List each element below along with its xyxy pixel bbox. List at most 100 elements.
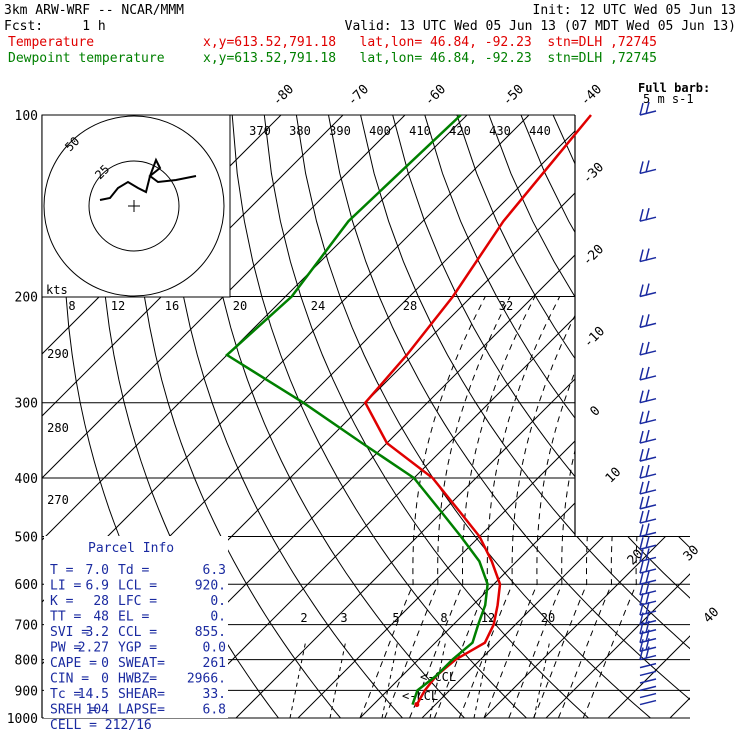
- parcel-value-right: 33.: [203, 687, 226, 702]
- parcel-key-right: HWBZ=: [118, 672, 157, 687]
- isotherm-label: -40: [578, 82, 605, 109]
- isotherm: [173, 115, 690, 718]
- surface-marker: [414, 702, 420, 708]
- theta-label: 380: [289, 124, 311, 138]
- wind-barb-flag: [639, 465, 644, 479]
- isotherm-label: -30: [580, 160, 607, 187]
- isotherm: [235, 115, 690, 718]
- hodograph-ring-outer: [43, 115, 225, 297]
- wind-barb-flag: [645, 480, 650, 494]
- theta-label: 420: [449, 124, 471, 138]
- wind-barb-flag: [639, 496, 644, 510]
- dry-adiabat: [167, 115, 403, 718]
- parcel-value-right: 0.: [210, 610, 226, 625]
- parcel-key-left: SVI =: [50, 625, 89, 640]
- wind-barb: [639, 518, 657, 524]
- wind-barb-flag: [645, 559, 650, 573]
- wind-barb-flag: [645, 646, 650, 659]
- dry-adiabat: [360, 115, 690, 718]
- wind-barb-flag: [639, 411, 644, 424]
- parcel-value-right: 2966.: [187, 672, 226, 687]
- mixing-ratio-line: [289, 639, 307, 719]
- isotherm-label: 30: [681, 543, 703, 565]
- wind-barb: [639, 168, 657, 175]
- wind-barb: [639, 438, 657, 444]
- mixing-ratio-label: 3: [340, 611, 347, 625]
- parcel-value-left: 48: [93, 610, 109, 625]
- wind-barb: [639, 375, 657, 381]
- wind-barb: [639, 350, 657, 356]
- theta-left-label: 270: [47, 493, 69, 507]
- isotherm: [732, 115, 740, 718]
- hodograph-trace: [99, 157, 197, 201]
- wind-barb-flag: [645, 160, 650, 173]
- parcel-value-left: 3.2: [86, 625, 109, 640]
- wind-barb-flag: [639, 161, 644, 174]
- wind-barb-flag: [639, 647, 644, 660]
- parcel-value-right: 6.3: [203, 563, 226, 578]
- dry-adiabat: [456, 115, 690, 718]
- dry-adiabat: [134, 115, 341, 718]
- wind-barb: [639, 418, 657, 425]
- isotherm-label: 0: [587, 403, 603, 419]
- parcel-key-left: SREH =: [50, 703, 97, 718]
- parcel-key-right: YGP =: [118, 641, 157, 656]
- parcel-key-right: LCL =: [118, 579, 157, 594]
- moist-adiabat: [557, 296, 685, 718]
- temperature-label: Temperature: [8, 35, 94, 50]
- wind-barb-flag: [645, 601, 650, 615]
- parcel-cell: CELL = 212/16: [50, 718, 152, 733]
- theta-label: 370: [249, 124, 271, 138]
- isotherm: [359, 115, 690, 718]
- wind-barb-flag: [639, 430, 644, 444]
- wind-barb-flag: [645, 620, 650, 633]
- parcel-value-left: 104: [86, 703, 110, 718]
- mixing-ratio-line: [329, 639, 347, 719]
- wind-barb: [639, 216, 657, 222]
- parcel-value-right: 6.8: [203, 703, 226, 718]
- parcel-key-right: CCL =: [118, 625, 157, 640]
- wind-barb-flag: [645, 629, 650, 642]
- parcel-key-left: CIN =: [50, 672, 89, 687]
- isotherm-label: 10: [603, 465, 625, 487]
- parcel-value-right: 0.: [210, 594, 226, 609]
- wind-barb-flag: [639, 284, 644, 297]
- parcel-key-left: TT =: [50, 610, 81, 625]
- wind-barb-flag: [645, 523, 650, 536]
- parcel-key-right: EL =: [118, 610, 149, 625]
- wind-barb-flag: [645, 611, 650, 624]
- parcel-value-left: 14.5: [78, 687, 109, 702]
- wind-barb: [639, 662, 657, 669]
- parcel-value-left: 6.9: [86, 579, 109, 594]
- wind-barb: [639, 397, 657, 404]
- parcel-value-left: 2.27: [78, 641, 109, 656]
- dry-adiabat: [295, 115, 651, 718]
- isotherm-label: -20: [580, 242, 607, 269]
- hodograph-ring-inner: [88, 160, 180, 252]
- isotherm-label: -60: [422, 82, 449, 109]
- theta-label: 400: [369, 124, 391, 138]
- dewpoint-profile: [224, 114, 489, 706]
- wind-barb: [639, 685, 657, 692]
- moist-adiabat: [409, 296, 536, 718]
- pressure-label-900: 900: [15, 684, 38, 699]
- wind-barb-flag: [639, 524, 644, 537]
- wind-barb-flag: [645, 389, 650, 402]
- wind-barb-flag: [645, 495, 650, 509]
- wind-barb-flag: [645, 548, 650, 561]
- wind-barb: [639, 256, 657, 263]
- isotherm: [421, 115, 690, 718]
- hodograph-speed-label: 20: [233, 299, 247, 313]
- wind-barb: [639, 291, 657, 298]
- wind-barb-flag: [639, 537, 644, 550]
- wind-barb-flag: [639, 510, 644, 524]
- mixing-ratio-line: [533, 639, 551, 719]
- wind-barb-flag: [645, 592, 650, 605]
- wind-barb-flag: [639, 612, 644, 625]
- wind-barb-flag: [645, 447, 650, 461]
- wind-barb-flag: [645, 464, 650, 478]
- wind-barb-flag: [645, 581, 650, 595]
- isotherm-label: -80: [270, 82, 297, 109]
- wind-barb-flag: [639, 549, 644, 562]
